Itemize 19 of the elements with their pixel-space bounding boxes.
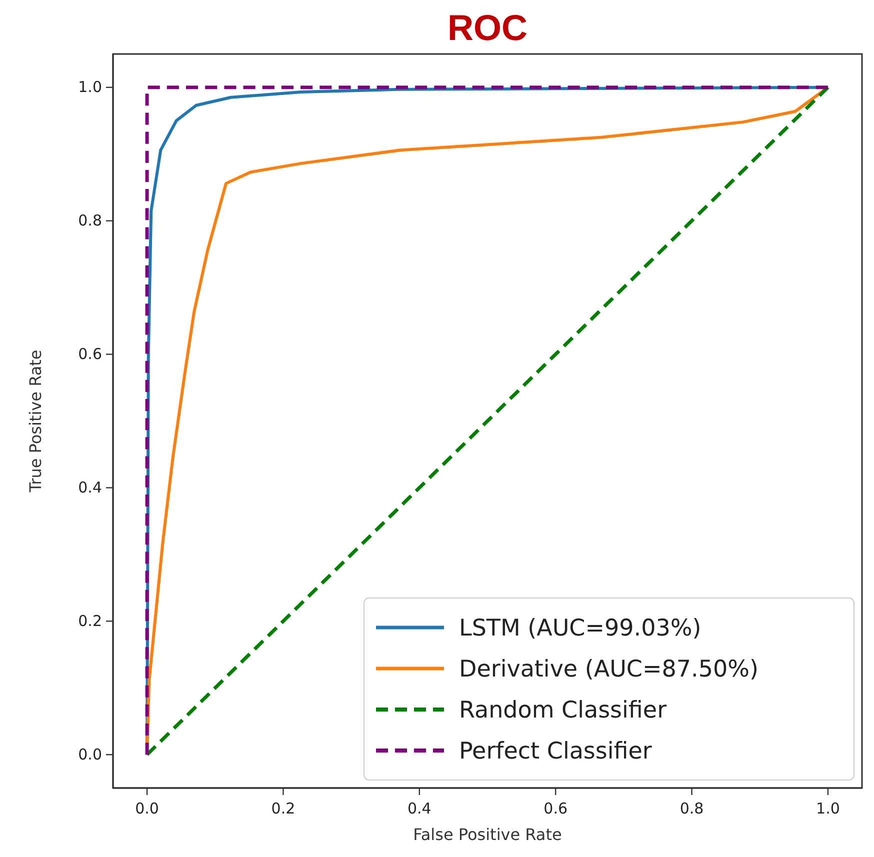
x-tick-label: 0.0	[135, 800, 159, 818]
y-tick-label: 0.0	[78, 745, 102, 764]
y-tick-label: 0.8	[78, 212, 102, 230]
legend-label: Perfect Classifier	[459, 738, 652, 765]
legend-label: LSTM (AUC=99.03%)	[459, 616, 702, 642]
y-axis-title: True Positive Rate	[26, 350, 45, 494]
x-tick-label: 0.4	[407, 800, 432, 818]
y-tick-label: 0.4	[78, 478, 102, 497]
x-tick-label: 0.2	[271, 800, 296, 818]
y-tick-label: 0.6	[78, 345, 102, 364]
x-tick-label: 1.0	[816, 800, 840, 818]
legend-label: Derivative (AUC=87.50%)	[459, 656, 758, 683]
x-tick-label: 0.6	[544, 800, 568, 818]
y-tick-label: 0.2	[78, 612, 102, 630]
y-tick-label: 1.0	[78, 78, 102, 96]
x-axis-title: False Positive Rate	[413, 825, 562, 844]
x-tick-label: 0.8	[680, 800, 704, 818]
legend-label: Random Classifier	[459, 698, 668, 724]
chart-title: ROC	[448, 7, 528, 48]
